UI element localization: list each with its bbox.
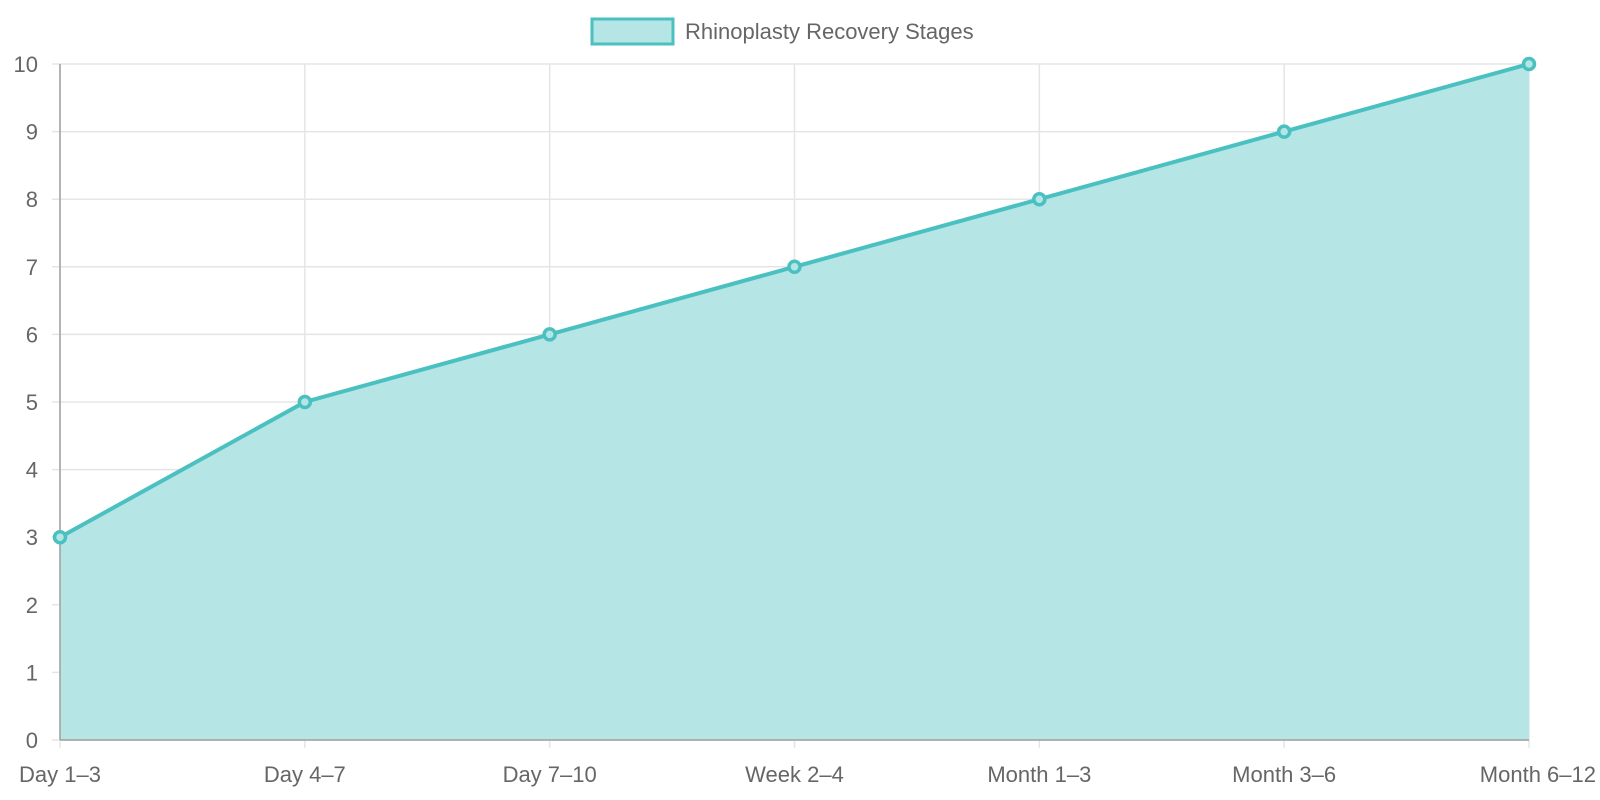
data-point[interactable]	[1276, 124, 1292, 139]
x-axis-ticks: Day 1–3 Day 4–7 Day 7–10 Week 2–4 Month 1–3 M…	[19, 762, 1596, 787]
data-point[interactable]	[52, 529, 68, 545]
x-tick-label: Month 6–12	[1480, 762, 1596, 787]
y-tick-label: 4	[26, 458, 38, 483]
y-tick-label: 1	[26, 660, 38, 685]
x-tick-label: Month 1–3	[987, 762, 1091, 787]
legend[interactable]: Rhinoplasty Recovery Stages	[590, 17, 974, 46]
y-axis-ticks: 0 1 2 3 4 5 6 7 8 9 10	[14, 52, 38, 753]
y-tick-label: 2	[26, 593, 38, 618]
y-tick-label: 6	[26, 322, 38, 347]
y-tick-label: 8	[26, 187, 38, 212]
y-tick-label: 9	[26, 120, 38, 145]
y-tick-label: 10	[14, 52, 38, 77]
y-tick-label: 3	[26, 525, 38, 550]
legend-label: Rhinoplasty Recovery Stages	[685, 19, 974, 44]
x-tick-label: Day 7–10	[503, 762, 597, 787]
x-tick-label: Day 1–3	[19, 762, 101, 787]
x-tick-label: Month 3–6	[1232, 762, 1336, 787]
y-tick-label: 7	[26, 255, 38, 280]
data-points	[52, 56, 1537, 545]
y-tick-label: 5	[26, 390, 38, 415]
axes	[59, 64, 1529, 741]
data-point[interactable]	[1521, 56, 1537, 72]
legend-swatch	[590, 17, 675, 46]
y-tick-label: 0	[26, 728, 38, 753]
x-tick-label: Day 4–7	[264, 762, 346, 787]
data-point[interactable]	[297, 394, 313, 410]
data-point[interactable]	[1032, 191, 1047, 207]
x-tick-label: Week 2–4	[745, 762, 844, 787]
data-point[interactable]	[787, 259, 802, 275]
data-point[interactable]	[542, 327, 557, 342]
